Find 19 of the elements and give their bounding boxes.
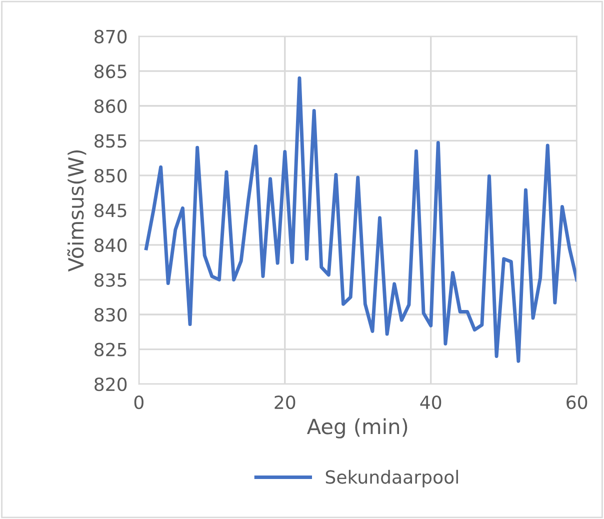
y-tick-label: 840 <box>94 238 127 252</box>
y-tick-label: 870 <box>94 30 127 44</box>
x-tick-label: 20 <box>274 395 296 410</box>
y-tick-label: 860 <box>94 99 127 113</box>
y-tick-label: 830 <box>94 308 127 322</box>
y-tick-label: 850 <box>94 168 127 183</box>
y-tick-label: 865 <box>94 64 126 78</box>
x-tick-label: 60 <box>566 395 588 410</box>
y-tick-label: 845 <box>94 204 126 218</box>
y-tick-label: 825 <box>94 342 126 356</box>
legend-label: Sekundaarpool <box>326 470 458 488</box>
y-tick-label: 820 <box>94 378 127 392</box>
y-tick-label: 835 <box>94 273 126 287</box>
y-tick-label: 855 <box>94 134 126 148</box>
line-series <box>144 76 577 363</box>
x-tick-label: 0 <box>134 395 144 410</box>
y-axis-title: Võimsus(W) <box>67 150 86 272</box>
x-axis-title: Aeg (min) <box>306 418 408 438</box>
x-tick-label: 40 <box>420 395 442 410</box>
